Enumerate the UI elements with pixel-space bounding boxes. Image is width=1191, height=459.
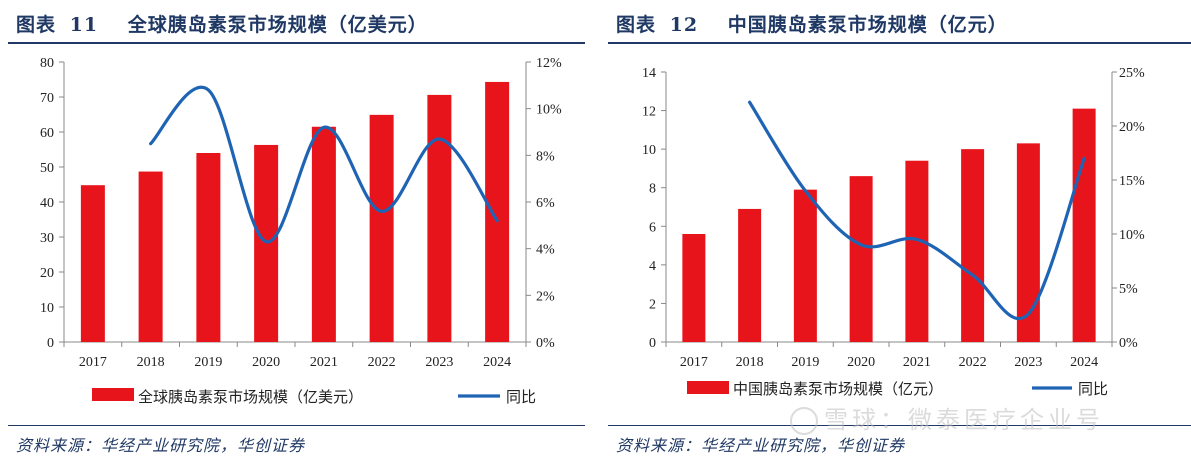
y-left-tick-label: 6 bbox=[649, 220, 656, 235]
bar bbox=[961, 149, 985, 342]
legend-line-label: 同比 bbox=[506, 388, 536, 406]
legend-bar-swatch bbox=[687, 381, 729, 394]
y-left-tick-label: 30 bbox=[40, 231, 54, 246]
figure-label: 图表 bbox=[616, 14, 657, 36]
x-tick-label: 2022 bbox=[368, 355, 396, 370]
y-right-tick-label: 2% bbox=[536, 289, 555, 304]
bar bbox=[196, 153, 221, 342]
watermark-text: 雪球：微泰医疗企业号 bbox=[824, 406, 1104, 434]
legend-bar-label: 全球胰岛素泵市场规模（亿美元） bbox=[138, 388, 363, 406]
y-left-tick-label: 10 bbox=[642, 143, 656, 158]
y-right-tick-label: 25% bbox=[1119, 66, 1145, 81]
y-right-tick-label: 0% bbox=[536, 336, 555, 351]
panel-global: 图表 11 全球胰岛素泵市场规模（亿美元） 0 10 20 30 40 50 60 70 80 0… bbox=[0, 0, 585, 459]
global-market-chart: 0 10 20 30 40 50 60 70 80 0% 2% 4% 6% 8% 10% 12% 2017 201… bbox=[40, 56, 562, 406]
china-market-chart: 0 2 4 6 8 10 12 14 0% 5% 10% 15% 20% 25% 2017 2018 2019 2… bbox=[642, 66, 1145, 398]
bar bbox=[682, 234, 706, 342]
y-left-tick-label: 2 bbox=[649, 297, 656, 312]
bar bbox=[485, 81, 510, 342]
figure-title: 图表 12 中国胰岛素泵市场规模（亿元） bbox=[616, 10, 1008, 37]
source-note: 资料来源：华经产业研究院，华创证券 bbox=[16, 436, 306, 455]
y-right-tick-label: 6% bbox=[536, 196, 555, 211]
bar bbox=[849, 176, 873, 342]
watermark: 雪球：微泰医疗企业号 bbox=[790, 400, 1104, 435]
y-right-tick-label: 4% bbox=[536, 243, 555, 258]
bar bbox=[905, 160, 929, 342]
x-tick-label: 2020 bbox=[252, 355, 280, 370]
x-tick-label: 2024 bbox=[1070, 355, 1098, 370]
y-left-tick-label: 0 bbox=[649, 336, 656, 351]
legend-line-label: 同比 bbox=[1078, 380, 1108, 398]
y-left-tick-label: 20 bbox=[40, 266, 54, 281]
x-tick-label: 2018 bbox=[736, 355, 764, 370]
y-right-tick-label: 10% bbox=[1119, 228, 1145, 243]
y-right-tick-label: 20% bbox=[1119, 120, 1145, 135]
y-right-tick-label: 12% bbox=[536, 56, 562, 71]
figure-title: 图表 11 全球胰岛素泵市场规模（亿美元） bbox=[16, 10, 428, 37]
bar bbox=[793, 189, 817, 342]
x-tick-label: 2021 bbox=[903, 355, 931, 370]
legend-bar-swatch bbox=[92, 388, 134, 401]
y-left-tick-label: 0 bbox=[47, 336, 54, 351]
y-left-tick-label: 40 bbox=[40, 196, 54, 211]
bar bbox=[311, 126, 336, 342]
figure-number: 11 bbox=[69, 14, 99, 36]
bar bbox=[427, 94, 452, 343]
figure-number: 12 bbox=[669, 14, 699, 36]
figure-label: 图表 bbox=[16, 14, 57, 36]
y-right-tick-label: 5% bbox=[1119, 282, 1138, 297]
x-tick-label: 2021 bbox=[310, 355, 338, 370]
yoy-line bbox=[149, 85, 499, 244]
xueqiu-logo-icon bbox=[790, 407, 818, 435]
y-left-tick-label: 10 bbox=[40, 301, 54, 316]
x-tick-label: 2020 bbox=[847, 355, 875, 370]
y-left-tick-label: 8 bbox=[649, 182, 656, 197]
yoy-line bbox=[748, 100, 1086, 321]
source-rule bbox=[608, 425, 1191, 426]
y-right-tick-label: 8% bbox=[536, 149, 555, 164]
panel-china: 图表 12 中国胰岛素泵市场规模（亿元） 0 2 4 6 8 10 12 14 0% 5% 10% 1… bbox=[600, 0, 1191, 459]
y-left-tick-label: 4 bbox=[649, 259, 656, 274]
bar bbox=[369, 114, 394, 342]
figure-title-text: 全球胰岛素泵市场规模（亿美元） bbox=[127, 14, 428, 36]
x-tick-label: 2023 bbox=[425, 355, 453, 370]
x-tick-label: 2017 bbox=[79, 355, 107, 370]
x-tick-label: 2019 bbox=[194, 355, 222, 370]
legend-bar-label: 中国胰岛素泵市场规模（亿元） bbox=[733, 380, 943, 398]
y-right-tick-label: 15% bbox=[1119, 174, 1145, 189]
figure-title-text: 中国胰岛素泵市场规模（亿元） bbox=[727, 14, 1008, 36]
y-left-tick-label: 80 bbox=[40, 56, 54, 71]
x-tick-label: 2022 bbox=[959, 355, 987, 370]
bar bbox=[1016, 143, 1040, 342]
bar bbox=[1072, 108, 1096, 343]
y-left-tick-label: 60 bbox=[40, 126, 54, 141]
y-left-tick-label: 14 bbox=[642, 66, 656, 81]
y-right-tick-label: 0% bbox=[1119, 336, 1138, 351]
source-note: 资料来源：华经产业研究院，华创证券 bbox=[616, 436, 906, 455]
y-right-tick-label: 10% bbox=[536, 103, 562, 118]
source-rule bbox=[8, 425, 585, 426]
y-left-tick-label: 70 bbox=[40, 91, 54, 106]
title-rule bbox=[608, 42, 1191, 44]
x-tick-label: 2017 bbox=[680, 355, 708, 370]
bar bbox=[738, 208, 762, 342]
y-left-tick-label: 50 bbox=[40, 161, 54, 176]
bar bbox=[138, 171, 163, 342]
bar bbox=[254, 144, 279, 342]
y-left-tick-label: 12 bbox=[642, 105, 656, 120]
x-tick-label: 2019 bbox=[791, 355, 819, 370]
title-rule bbox=[8, 42, 585, 44]
x-tick-label: 2024 bbox=[483, 355, 511, 370]
bar bbox=[80, 185, 105, 342]
x-tick-label: 2018 bbox=[137, 355, 165, 370]
x-tick-label: 2023 bbox=[1014, 355, 1042, 370]
